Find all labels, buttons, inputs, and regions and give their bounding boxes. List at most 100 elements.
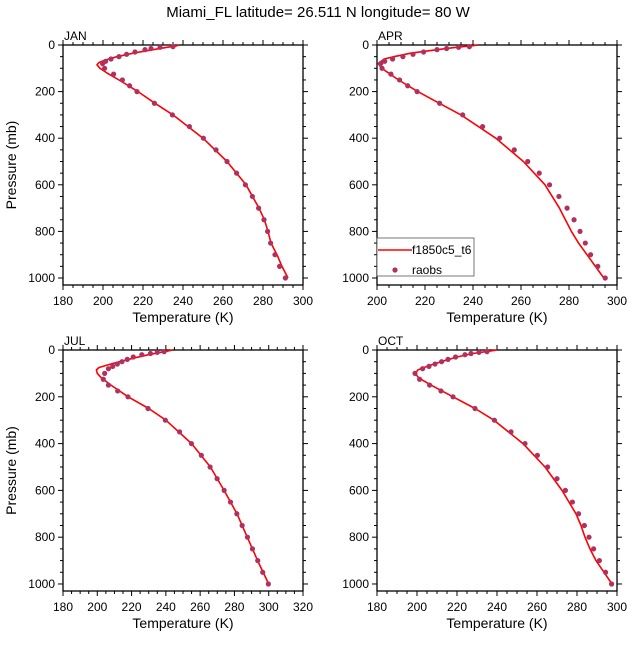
raobs-point <box>420 366 426 372</box>
raobs-point <box>545 464 551 470</box>
raobs-point <box>265 581 271 587</box>
raobs-point <box>410 51 416 57</box>
raobs-point <box>249 193 255 200</box>
raobs-point <box>151 100 157 106</box>
raobs-point <box>162 417 168 423</box>
raobs-point <box>102 65 108 71</box>
raobs-point <box>556 193 562 200</box>
raobs-point <box>426 363 432 369</box>
raobs-point <box>186 123 192 130</box>
raobs-point <box>462 352 468 358</box>
y-tick-label: 0 <box>362 343 369 357</box>
panel-label: JAN <box>64 29 87 43</box>
y-tick-label: 600 <box>35 483 55 497</box>
raobs-point <box>466 44 472 50</box>
y-tick-label: 0 <box>48 343 55 357</box>
raobs-point <box>207 464 213 470</box>
y-tick-label: 400 <box>349 437 369 451</box>
raobs-point <box>576 511 582 517</box>
plot-frame <box>376 349 618 592</box>
y-axis-label: Pressure (mb) <box>3 426 19 515</box>
y-tick-label: 1000 <box>342 271 369 285</box>
y-tick-label: 800 <box>349 224 369 238</box>
x-tick-label: 240 <box>487 600 507 614</box>
panel-oct: 180 200 220 240 260 280 300 0 200 400 600 800 1000 OC… <box>342 334 627 631</box>
x-tick-label: 260 <box>213 294 233 308</box>
raobs-point <box>105 366 112 372</box>
x-tick-label: 200 <box>93 294 113 308</box>
raobs-point <box>445 356 451 362</box>
raobs-point <box>390 56 396 62</box>
raobs-point <box>145 405 151 412</box>
y-tick-label: 800 <box>349 530 369 544</box>
raobs-point <box>378 61 384 67</box>
panel-label: OCT <box>378 334 404 348</box>
raobs-point <box>142 47 148 53</box>
x-tick-label: 240 <box>173 294 193 308</box>
y-tick-label: 1000 <box>342 577 369 591</box>
raobs-point <box>396 77 403 83</box>
x-tick-label: 200 <box>407 600 427 614</box>
raobs-point <box>130 354 136 360</box>
raobs-point <box>115 388 121 394</box>
y-tick-label: 600 <box>349 483 369 497</box>
model-line-f1850c5_t6 <box>414 349 613 585</box>
raobs-point <box>124 51 130 57</box>
x-tick-label: 300 <box>259 600 279 614</box>
raobs-point <box>125 394 131 400</box>
plot-frame <box>62 349 304 592</box>
x-tick-label: 300 <box>607 600 627 614</box>
raobs-point <box>582 240 588 246</box>
raobs-point <box>176 429 183 435</box>
raobs-point <box>261 217 267 223</box>
raobs-point <box>224 158 230 165</box>
raobs-point <box>602 275 608 281</box>
raobs-point <box>591 546 597 552</box>
y-axis-label: Pressure (mb) <box>3 121 19 210</box>
x-axis-label: Temperature (K) <box>132 309 233 325</box>
raobs-point <box>119 359 125 365</box>
raobs-point <box>453 354 459 360</box>
x-tick-label: 280 <box>224 600 244 614</box>
x-tick-label: 240 <box>156 600 176 614</box>
y-tick-label: 200 <box>349 390 369 404</box>
raobs-point <box>511 147 517 153</box>
raobs-point <box>534 452 541 458</box>
raobs-point <box>417 376 423 382</box>
raobs-point <box>414 89 420 95</box>
raobs-point <box>260 569 266 575</box>
legend-label-obs: raobs <box>412 263 442 277</box>
plot-frame <box>62 44 304 286</box>
raobs-point <box>214 476 220 482</box>
raobs-point <box>265 228 271 235</box>
raobs-point <box>134 89 140 95</box>
x-tick-label: 180 <box>53 294 73 308</box>
raobs-point <box>105 382 112 388</box>
y-tick-label: 0 <box>48 38 55 52</box>
raobs-point <box>198 452 204 458</box>
raobs-point <box>400 54 406 60</box>
raobs-point <box>124 356 130 362</box>
raobs-point <box>484 349 490 355</box>
panel-jul: 180 200 220 240 260 280 300 320 0 200 400 600 800 100… <box>3 334 313 631</box>
x-tick-label: 260 <box>511 294 531 308</box>
raobs-point <box>221 487 227 493</box>
raobs-point <box>405 83 411 89</box>
x-tick-label: 220 <box>415 294 435 308</box>
y-tick-label: 400 <box>349 131 369 145</box>
raobs-point <box>434 47 440 53</box>
y-tick-label: 800 <box>35 224 55 238</box>
x-tick-label: 260 <box>190 600 210 614</box>
raobs-point <box>256 205 262 211</box>
legend-label-model: f1850c5_t6 <box>412 243 472 257</box>
raobs-point <box>595 263 601 269</box>
raobs-point <box>581 522 588 529</box>
raobs-point <box>432 361 438 367</box>
y-tick-label: 0 <box>362 38 369 52</box>
raobs-point <box>420 49 427 55</box>
raobs-point <box>147 350 154 357</box>
raobs-point <box>169 112 175 118</box>
raobs-point <box>227 499 234 505</box>
raobs-point <box>277 263 283 269</box>
